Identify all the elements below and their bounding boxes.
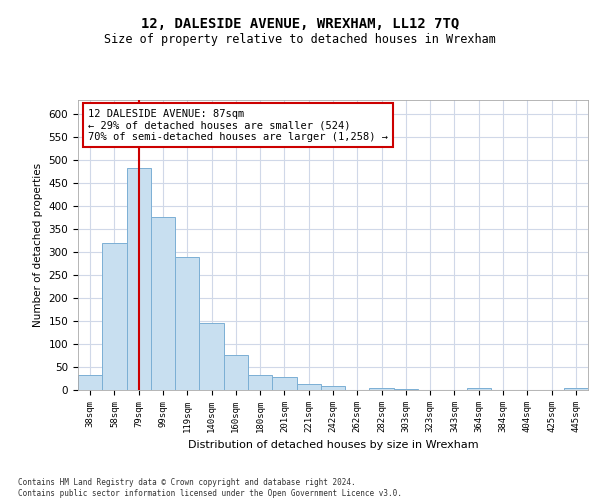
Bar xyxy=(248,376,272,390)
Text: Contains HM Land Registry data © Crown copyright and database right 2024.
Contai: Contains HM Land Registry data © Crown c… xyxy=(18,478,402,498)
Bar xyxy=(272,377,296,390)
Y-axis label: Number of detached properties: Number of detached properties xyxy=(33,163,43,327)
Bar xyxy=(224,356,248,390)
Bar xyxy=(321,386,345,390)
Bar xyxy=(151,218,175,390)
Text: 12 DALESIDE AVENUE: 87sqm
← 29% of detached houses are smaller (524)
70% of semi: 12 DALESIDE AVENUE: 87sqm ← 29% of detac… xyxy=(88,108,388,142)
Bar xyxy=(467,388,491,390)
X-axis label: Distribution of detached houses by size in Wrexham: Distribution of detached houses by size … xyxy=(188,440,478,450)
Text: Size of property relative to detached houses in Wrexham: Size of property relative to detached ho… xyxy=(104,32,496,46)
Bar xyxy=(199,324,224,390)
Bar xyxy=(78,376,102,390)
Bar xyxy=(394,389,418,390)
Bar xyxy=(370,388,394,390)
Bar xyxy=(296,384,321,390)
Bar xyxy=(564,388,588,390)
Text: 12, DALESIDE AVENUE, WREXHAM, LL12 7TQ: 12, DALESIDE AVENUE, WREXHAM, LL12 7TQ xyxy=(141,18,459,32)
Bar xyxy=(102,242,127,390)
Bar xyxy=(127,168,151,390)
Bar xyxy=(175,256,199,390)
